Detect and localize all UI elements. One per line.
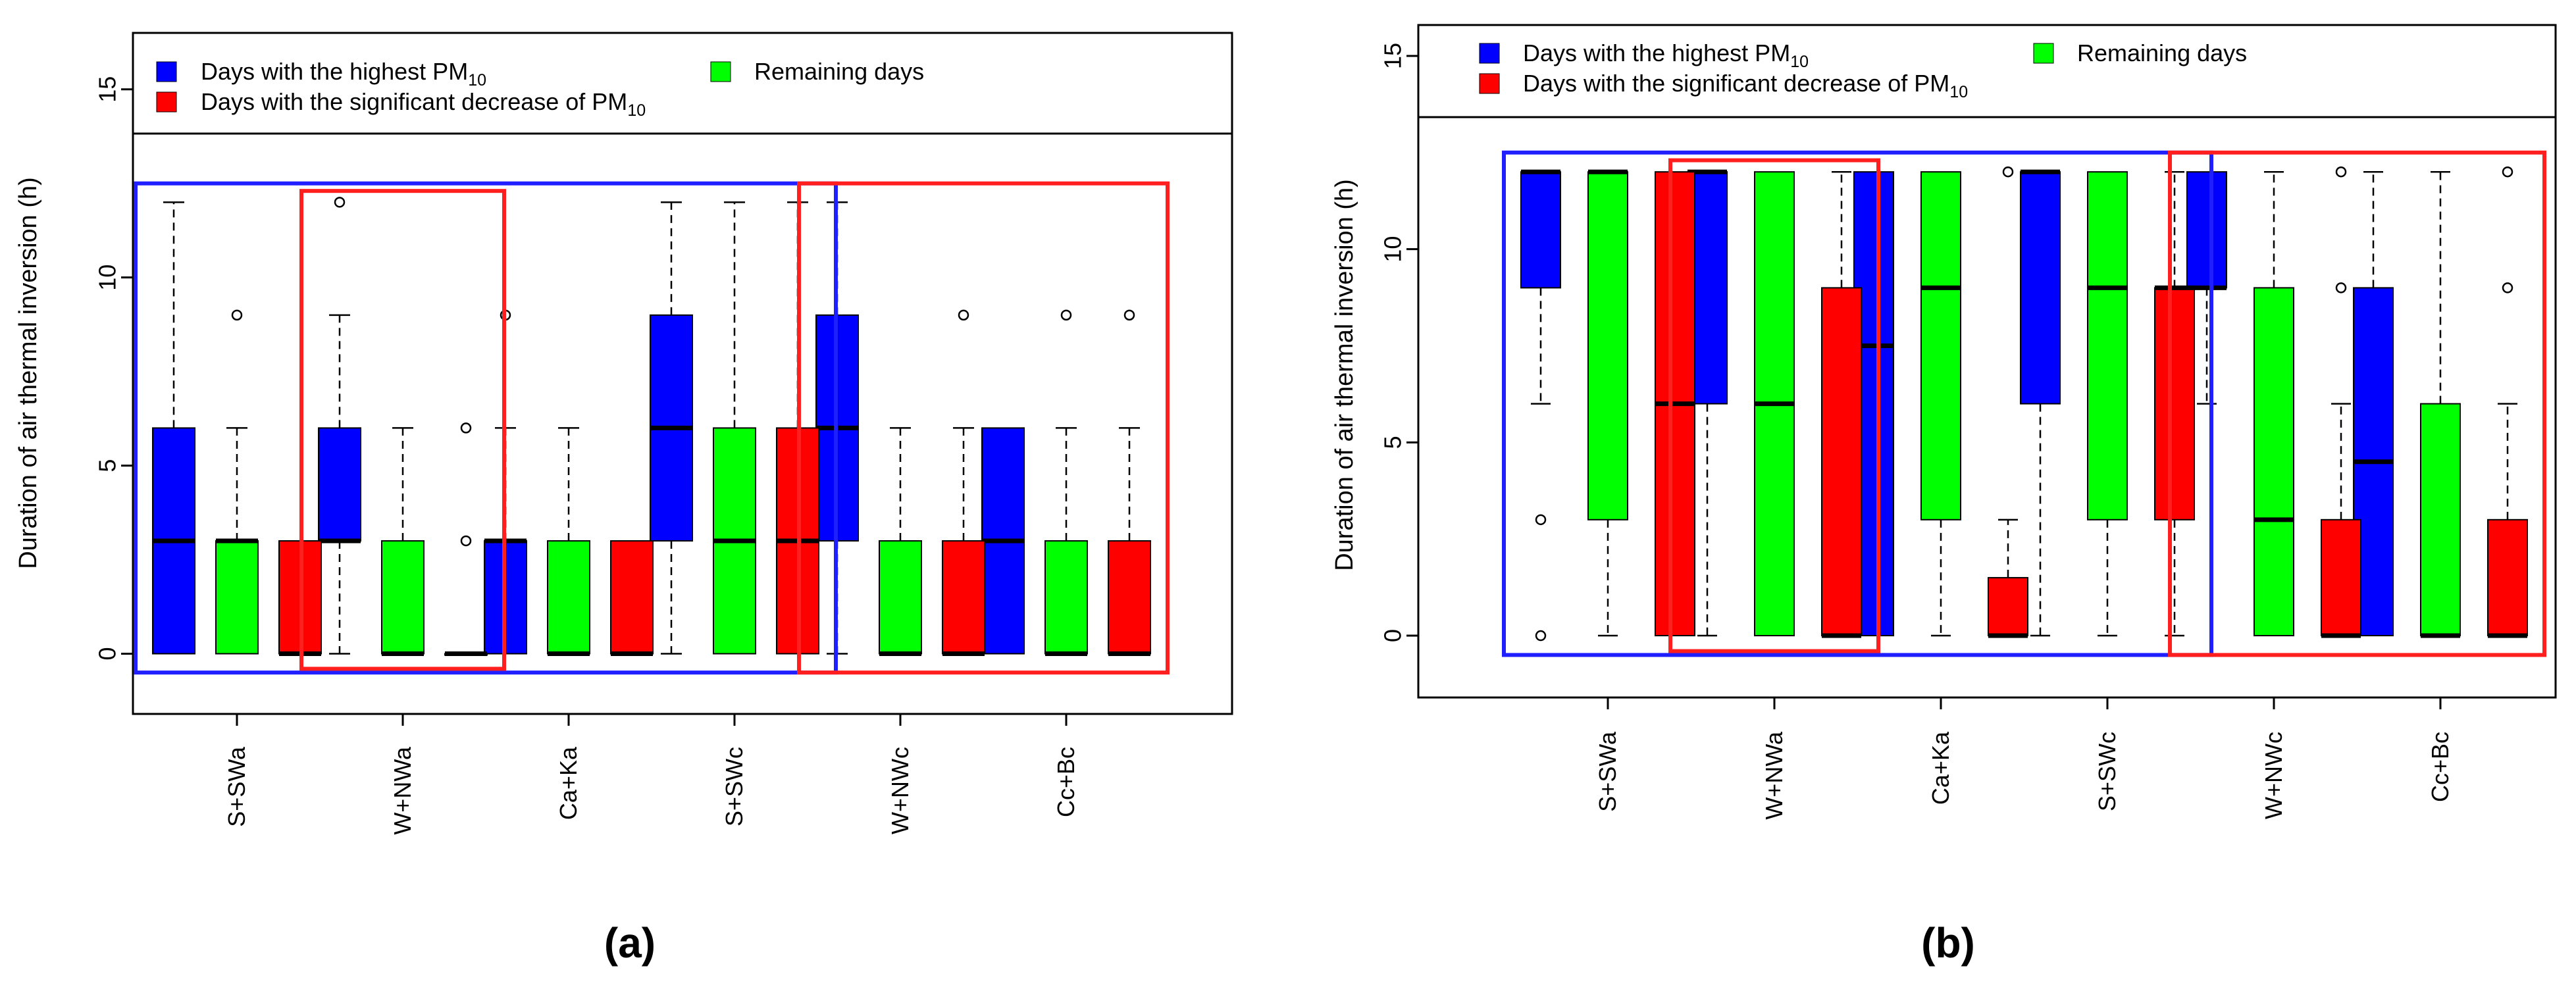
- box: [2321, 519, 2361, 637]
- legend-label-high: Days with the highest PM10: [1523, 39, 1809, 71]
- box: [2020, 171, 2061, 405]
- box: [1108, 540, 1151, 655]
- y-tick-label: 5: [94, 459, 121, 472]
- box: [1587, 171, 1628, 520]
- legend-label-remaining: Remaining days: [754, 58, 924, 85]
- plot-frame: [1417, 24, 2557, 699]
- outlier-point: [1123, 309, 1135, 321]
- box: [318, 427, 361, 542]
- y-tick-label: 10: [1379, 236, 1406, 263]
- box: [1920, 171, 1961, 520]
- box: [1821, 287, 1862, 637]
- box: [2487, 519, 2528, 637]
- outlier-point: [2335, 282, 2347, 293]
- legend-swatch-remaining: [710, 61, 731, 82]
- y-axis-label: Duration of air thermal inversion (h): [1331, 179, 1358, 571]
- outlier-point: [460, 535, 472, 547]
- y-tick-label: 5: [1379, 436, 1406, 449]
- box: [2087, 171, 2128, 520]
- highlight-box-red: [299, 189, 506, 671]
- y-tick-label: 15: [94, 76, 121, 103]
- box: [2186, 171, 2227, 289]
- box: [942, 540, 985, 655]
- outlier-point: [2502, 282, 2513, 293]
- plot-frame: [132, 32, 1233, 715]
- x-tick-label: S+SWc: [2094, 732, 2121, 811]
- box: [381, 540, 425, 655]
- legend-swatch-remaining: [2033, 43, 2054, 64]
- panel-label-b: (b): [1921, 919, 1975, 967]
- outlier-point: [2002, 166, 2014, 178]
- legend-swatch-decrease: [156, 91, 177, 113]
- box: [215, 540, 259, 655]
- highlight-box-red: [2168, 150, 2546, 657]
- outlier-point: [2335, 166, 2347, 178]
- outlier-point: [1535, 630, 1547, 642]
- box: [2254, 287, 2294, 637]
- box: [2420, 403, 2461, 637]
- x-tick-label: S+SWa: [223, 746, 250, 827]
- x-tick-label: Cc+Bc: [1052, 747, 1079, 817]
- box: [1520, 171, 1561, 289]
- box: [610, 540, 654, 655]
- x-tick-label: Ca+Ka: [1927, 731, 1954, 805]
- box: [1044, 540, 1088, 655]
- x-tick-label: S+SWa: [1594, 731, 1621, 812]
- panel-label-a: (a): [604, 919, 656, 967]
- x-tick-label: W+NWa: [389, 746, 416, 835]
- box: [547, 540, 590, 655]
- legend-swatch-high: [1479, 43, 1500, 64]
- legend-swatch-decrease: [1479, 73, 1500, 94]
- outlier-point: [958, 309, 969, 321]
- legend-label-remaining: Remaining days: [2077, 39, 2247, 66]
- x-tick-label: S+SWc: [721, 747, 748, 826]
- legend-label-decrease: Days with the significant decrease of PM…: [201, 88, 646, 120]
- box: [879, 540, 922, 655]
- box: [2154, 287, 2195, 520]
- outlier-point: [231, 309, 243, 321]
- panel-a: 0 5 10 15 S+SWa W+NWa Ca+Ka S+SWc W+NWc Cc+Bc Day…: [14, 32, 1233, 967]
- outlier-point: [1535, 514, 1547, 526]
- x-tick-label: Ca+Ka: [555, 746, 582, 820]
- outlier-point: [334, 197, 346, 208]
- highlight-box-red: [797, 181, 1170, 675]
- highlight-box-blue: [1502, 150, 2213, 657]
- y-tick-label: 10: [94, 265, 121, 291]
- panel-b: 0 5 10 15 S+SWa W+NWa Ca+Ka S+SWc W+NWc Cc+Bc Day…: [1331, 24, 2557, 967]
- box: [1988, 576, 2028, 637]
- highlight-box-red: [1668, 158, 1880, 653]
- x-tick-label: W+NWc: [887, 747, 914, 834]
- legend-label-decrease: Days with the significant decrease of PM…: [1523, 70, 1968, 101]
- highlight-box-blue: [134, 181, 838, 675]
- y-tick-label: 0: [1379, 629, 1406, 642]
- outlier-point: [1060, 309, 1072, 321]
- outlier-point: [460, 422, 472, 434]
- x-tick-label: Cc+Bc: [2427, 732, 2454, 802]
- legend-label-high: Days with the highest PM10: [201, 58, 486, 89]
- y-tick-label: 0: [94, 647, 121, 660]
- outlier-point: [2502, 166, 2513, 178]
- x-tick-label: W+NWc: [2260, 732, 2287, 819]
- legend-swatch-high: [156, 61, 177, 82]
- y-tick-label: 15: [1379, 43, 1406, 69]
- y-axis-label: Duration of air thermal inversion (h): [14, 177, 42, 569]
- x-tick-label: W+NWa: [1761, 731, 1788, 820]
